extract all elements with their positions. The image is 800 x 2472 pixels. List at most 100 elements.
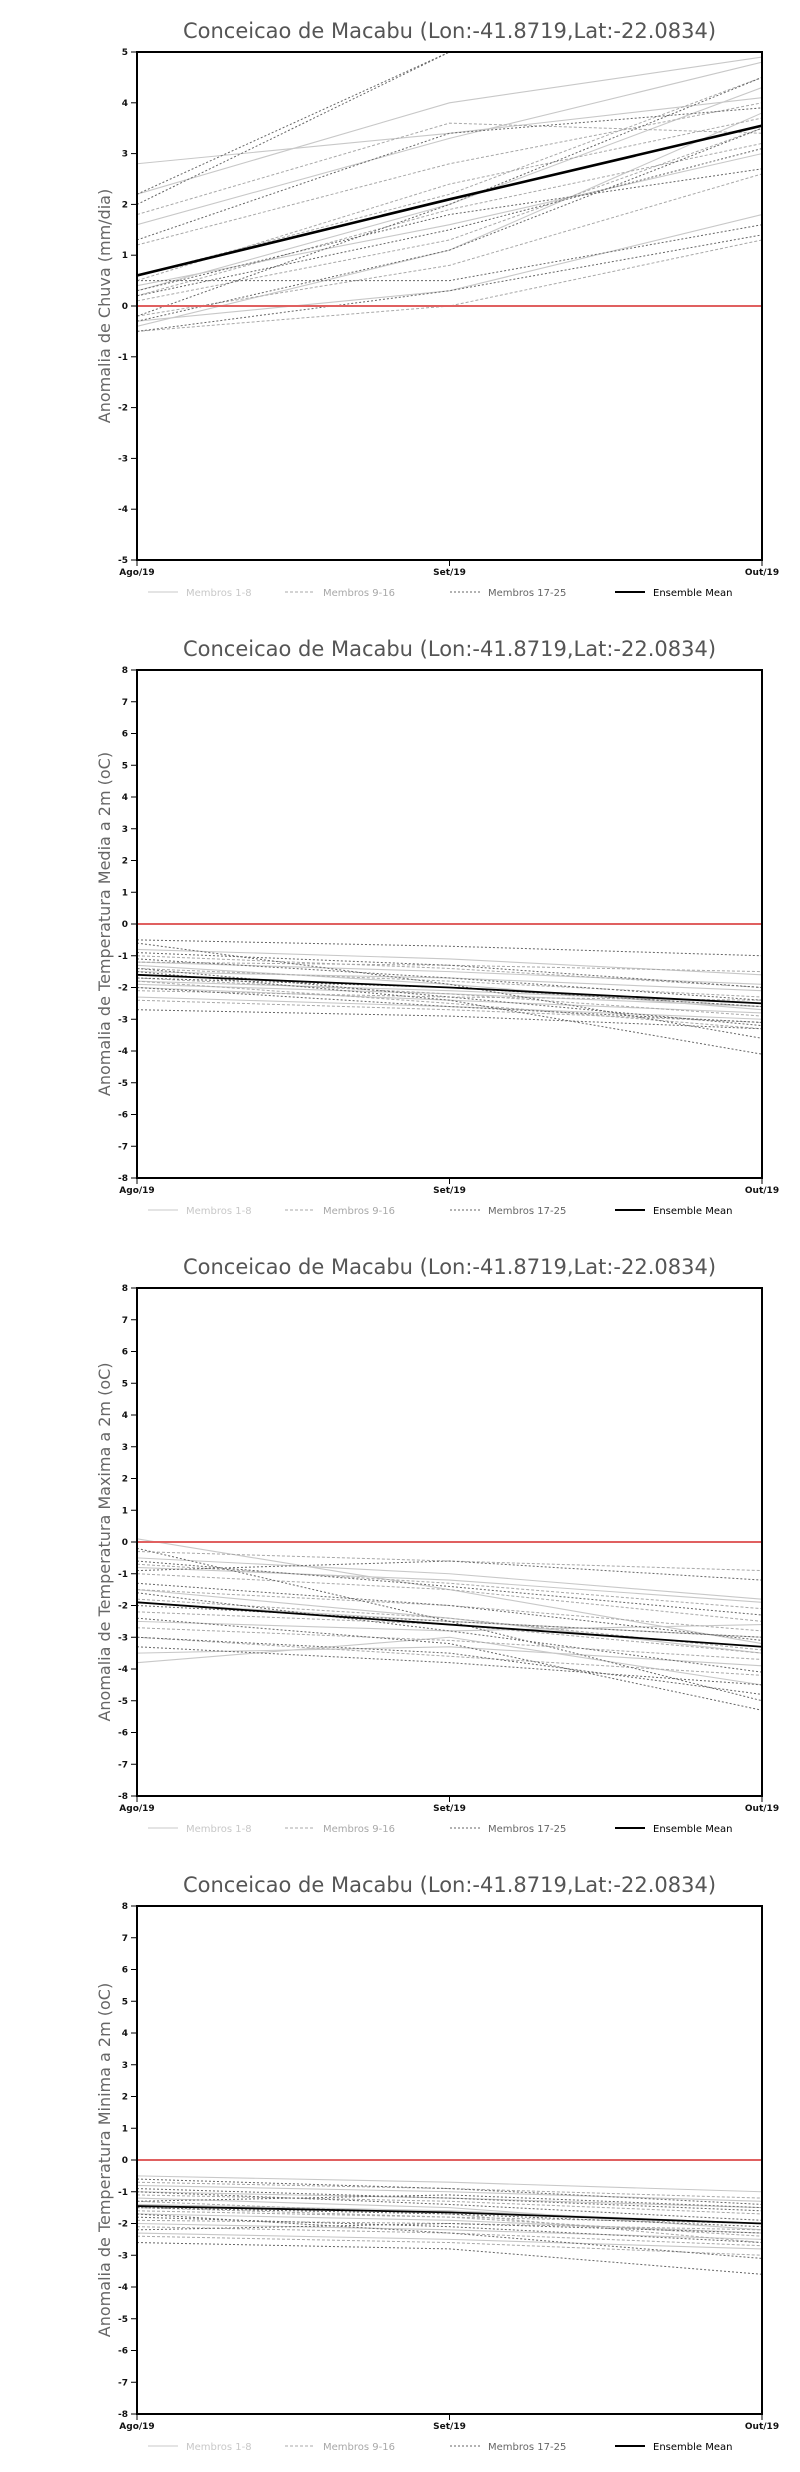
member-line [137,2213,762,2234]
member-line [137,2242,762,2275]
x-tick-label: Set/19 [433,568,466,578]
y-tick-label: -3 [118,454,128,464]
y-tick-label: 4 [122,2029,128,2039]
x-tick-label: Ago/19 [119,1186,154,1196]
member-line [137,2178,762,2205]
y-tick-label: 2 [122,200,128,210]
member-line [137,1566,762,1603]
legend-label: Membros 1-8 [186,2442,252,2453]
y-tick-label: -2 [118,2220,128,2230]
member-line [137,1636,762,1676]
member-line [137,2235,762,2256]
member-line [137,1560,762,1581]
member-line [137,961,762,973]
chart-title: Conceicao de Macabu (Lon:-41.8719,Lat:-2… [183,19,716,43]
chart-svg: Conceicao de Macabu (Lon:-41.8719,Lat:-2… [95,19,779,599]
chart-title: Conceicao de Macabu (Lon:-41.8719,Lat:-2… [183,1873,716,1897]
chart-panel: Conceicao de Macabu (Lon:-41.8719,Lat:-2… [0,0,800,618]
plot-lines [137,52,762,332]
member-line [137,967,762,998]
y-tick-label: -8 [118,2410,128,2420]
y-tick-label: -4 [118,505,128,515]
member-line [137,2175,762,2193]
legend-label: Ensemble Mean [653,2442,732,2453]
y-tick-label: 0 [122,302,128,312]
y-tick-label: 5 [122,1379,128,1389]
y-tick-label: -7 [118,1142,128,1152]
legend-label: Ensemble Mean [653,1824,732,1835]
ensemble-mean-line [137,1601,762,1648]
y-axis-label: Anomalia de Temperatura Maxima a 2m (oC) [95,1362,114,1721]
y-tick-label: 1 [122,2124,128,2134]
member-line [137,1627,762,1660]
legend-label: Membros 9-16 [323,1206,395,1217]
plot-frame [136,1287,763,1797]
y-tick-label: -2 [118,984,128,994]
y-tick-label: 0 [122,920,128,930]
chart-svg: Conceicao de Macabu (Lon:-41.8719,Lat:-2… [95,637,779,1217]
member-line [137,967,762,1027]
chart-title: Conceicao de Macabu (Lon:-41.8719,Lat:-2… [183,637,716,661]
legend-label: Membros 1-8 [186,1824,252,1835]
y-tick-label: 0 [122,2156,128,2166]
member-line [137,127,762,322]
y-tick-label: -3 [118,1015,128,1025]
member-line [137,1563,762,1610]
y-tick-label: 6 [122,730,128,740]
member-line [137,117,762,282]
y-tick-label: 0 [122,1538,128,1548]
legend-label: Ensemble Mean [653,588,732,599]
y-tick-label: 3 [122,825,128,835]
member-line [137,999,762,1023]
x-tick-label: Set/19 [433,2422,466,2432]
y-tick-label: 5 [122,1997,128,2007]
y-tick-label: 1 [122,1506,128,1516]
member-line [137,964,762,1011]
y-tick-label: 2 [122,1475,128,1485]
member-line [137,239,762,332]
legend-label: Membros 9-16 [323,588,395,599]
x-tick-label: Ago/19 [119,568,154,578]
legend-label: Membros 9-16 [323,1824,395,1835]
y-tick-label: -4 [118,2283,128,2293]
y-tick-label: -1 [118,353,128,363]
member-line [137,2194,762,2209]
x-tick-label: Out/19 [745,1804,779,1814]
member-line [137,2232,762,2250]
member-line [137,1620,762,1632]
y-tick-label: 3 [122,2061,128,2071]
x-tick-label: Out/19 [745,568,779,578]
y-tick-label: -1 [118,2188,128,2198]
y-tick-label: -4 [118,1047,128,1057]
member-line [137,76,762,277]
plot-frame [136,1905,763,2415]
legend-label: Membros 17-25 [488,1206,566,1217]
member-line [137,1617,762,1711]
x-tick-label: Ago/19 [119,2422,154,2432]
y-tick-label: 8 [122,666,128,676]
plot-frame [136,51,763,561]
ensemble-mean-line [137,2205,762,2225]
member-line [137,1573,762,1622]
y-tick-label: -6 [118,2347,128,2357]
member-line [137,224,762,282]
chart-panel: Conceicao de Macabu (Lon:-41.8719,Lat:-2… [0,1854,800,2472]
member-line [137,1605,762,1638]
member-line [137,2194,762,2215]
member-line [137,2210,762,2224]
y-tick-label: 4 [122,793,128,803]
y-tick-label: -2 [118,404,128,414]
member-line [137,2213,762,2259]
chart-svg: Conceicao de Macabu (Lon:-41.8719,Lat:-2… [95,1873,779,2453]
y-tick-label: 2 [122,2093,128,2103]
member-line [137,87,762,292]
member-line [137,1592,762,1673]
member-line [137,97,762,165]
y-tick-label: -3 [118,1633,128,1643]
member-line [137,2222,762,2240]
x-tick-label: Ago/19 [119,1804,154,1814]
member-line [137,980,762,1030]
y-tick-label: -2 [118,1602,128,1612]
y-tick-label: 7 [122,698,128,708]
y-tick-label: -5 [118,556,128,566]
